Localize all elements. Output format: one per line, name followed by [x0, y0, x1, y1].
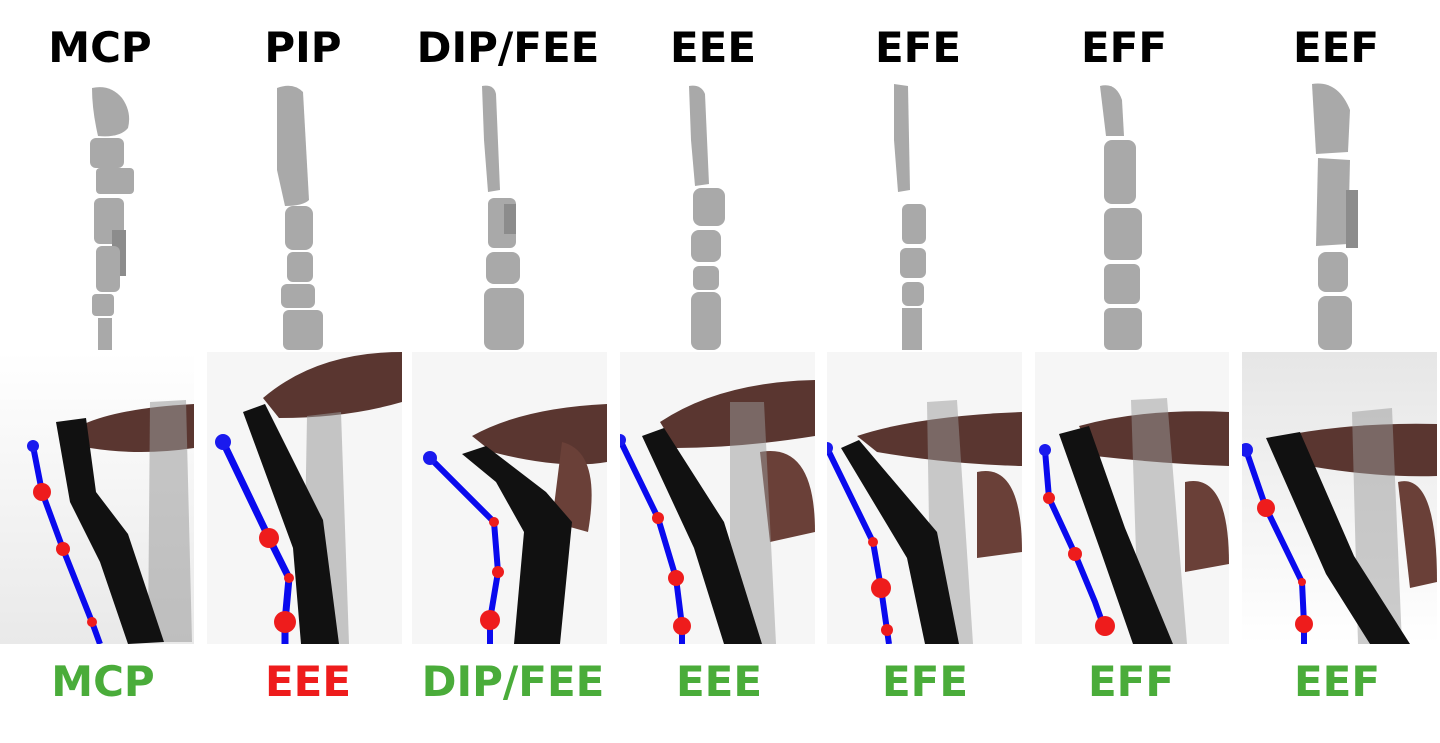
- top-label-3: DIP/FEE: [416, 23, 600, 72]
- predicted-label-7: EEF: [1293, 657, 1381, 706]
- finger-render-3: [408, 80, 608, 350]
- finger-render-2: [203, 80, 403, 350]
- photo-panel-1: [0, 352, 194, 644]
- top-label-2: PIP: [264, 23, 342, 72]
- photo-panel-3: [412, 352, 607, 644]
- top-label-7: EEF: [1292, 23, 1380, 72]
- predicted-label-3: DIP/FEE: [421, 657, 605, 706]
- photo-panel-4: [620, 352, 815, 644]
- photo-panel-6: [1035, 352, 1229, 644]
- finger-render-6: [1024, 80, 1224, 350]
- predicted-label-2: EEE: [264, 657, 352, 706]
- finger-render-1: [0, 80, 200, 350]
- top-label-1: MCP: [48, 23, 152, 72]
- top-label-4: EEE: [669, 23, 757, 72]
- predicted-label-1: MCP: [51, 657, 155, 706]
- predicted-label-6: EFF: [1087, 657, 1175, 706]
- finger-render-7: [1236, 80, 1436, 350]
- predicted-label-4: EEE: [675, 657, 763, 706]
- finger-render-5: [818, 80, 1018, 350]
- top-label-5: EFE: [874, 23, 962, 72]
- photo-panel-2: [207, 352, 402, 644]
- photo-panel-5: [827, 352, 1022, 644]
- top-label-6: EFF: [1080, 23, 1168, 72]
- predicted-label-5: EFE: [881, 657, 969, 706]
- photo-panel-7: [1242, 352, 1437, 644]
- finger-render-4: [613, 80, 813, 350]
